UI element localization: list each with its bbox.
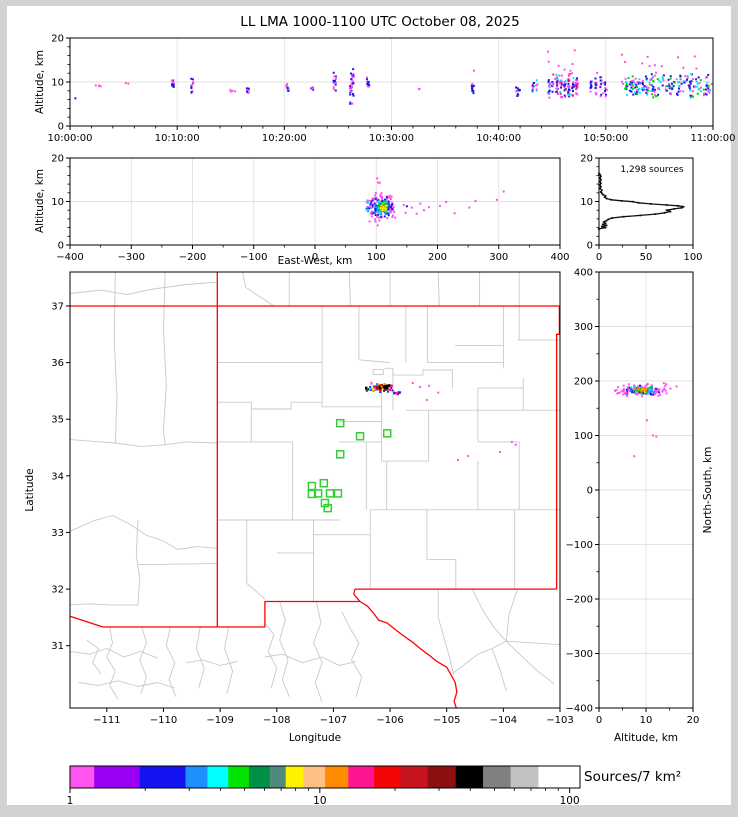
svg-text:−300: −300 — [566, 649, 593, 660]
svg-text:−105: −105 — [433, 715, 460, 726]
svg-text:31: 31 — [51, 641, 64, 652]
svg-text:0: 0 — [312, 252, 318, 263]
svg-text:400: 400 — [550, 252, 569, 263]
svg-text:50: 50 — [640, 252, 653, 263]
svg-text:−103: −103 — [546, 715, 573, 726]
svg-text:1: 1 — [67, 795, 74, 807]
svg-text:10: 10 — [51, 78, 64, 89]
y-axis-label-time-panel: Altitude, km — [34, 49, 46, 115]
svg-text:20: 20 — [51, 34, 64, 45]
svg-text:20: 20 — [580, 154, 593, 165]
svg-text:100: 100 — [683, 252, 702, 263]
svg-text:11:00:00: 11:00:00 — [691, 133, 736, 144]
svg-text:10: 10 — [313, 795, 326, 807]
svg-text:−104: −104 — [490, 715, 517, 726]
svg-text:−400: −400 — [56, 252, 83, 263]
svg-text:−400: −400 — [566, 704, 593, 715]
x-axis-label-map: Longitude — [288, 732, 342, 744]
x-axis-label-ns-panel: Altitude, km — [613, 732, 679, 744]
svg-text:−300: −300 — [118, 252, 145, 263]
svg-text:0: 0 — [596, 252, 602, 263]
figure-background — [7, 6, 731, 805]
svg-text:100: 100 — [574, 431, 593, 442]
svg-text:300: 300 — [489, 252, 508, 263]
svg-text:0: 0 — [587, 241, 593, 252]
svg-text:20: 20 — [51, 154, 64, 165]
y-axis-label-map: Latitude — [24, 468, 36, 512]
svg-text:100: 100 — [560, 795, 580, 807]
svg-text:100: 100 — [367, 252, 386, 263]
svg-text:10: 10 — [51, 197, 64, 208]
svg-text:0: 0 — [58, 122, 64, 133]
svg-text:10:20:00: 10:20:00 — [262, 133, 307, 144]
svg-text:10:10:00: 10:10:00 — [155, 133, 200, 144]
x-axis-label-ew-panel: East-West, km — [277, 255, 353, 267]
svg-text:−108: −108 — [263, 715, 290, 726]
svg-text:0: 0 — [587, 486, 593, 497]
svg-text:10:50:00: 10:50:00 — [583, 133, 628, 144]
svg-text:−100: −100 — [566, 540, 593, 551]
svg-text:33: 33 — [51, 528, 64, 539]
svg-text:37: 37 — [51, 301, 64, 312]
svg-text:−100: −100 — [240, 252, 267, 263]
source-count-note: 1,298 sources — [620, 165, 684, 175]
svg-text:0: 0 — [596, 715, 602, 726]
svg-text:34: 34 — [51, 471, 64, 482]
svg-text:200: 200 — [428, 252, 447, 263]
svg-text:−200: −200 — [566, 595, 593, 606]
svg-text:35: 35 — [51, 415, 64, 426]
svg-text:400: 400 — [574, 268, 593, 279]
svg-text:−106: −106 — [376, 715, 403, 726]
svg-text:36: 36 — [51, 358, 64, 369]
svg-text:20: 20 — [687, 715, 700, 726]
y-axis-label-ew-panel: Altitude, km — [34, 168, 46, 234]
svg-text:−111: −111 — [93, 715, 120, 726]
svg-text:10:30:00: 10:30:00 — [369, 133, 414, 144]
svg-text:300: 300 — [574, 322, 593, 333]
svg-text:−110: −110 — [150, 715, 177, 726]
svg-text:−107: −107 — [320, 715, 347, 726]
svg-text:200: 200 — [574, 377, 593, 388]
svg-text:10:00:00: 10:00:00 — [48, 133, 93, 144]
svg-text:−200: −200 — [179, 252, 206, 263]
svg-text:0: 0 — [58, 241, 64, 252]
svg-text:32: 32 — [51, 585, 64, 596]
y-axis-label-ns-panel: North-South, km — [702, 446, 714, 534]
svg-text:10:40:00: 10:40:00 — [476, 133, 521, 144]
colorbar-label: Sources/7 km² — [584, 769, 682, 785]
svg-text:10: 10 — [640, 715, 653, 726]
figure-title: LL LMA 1000-1100 UTC October 08, 2025 — [240, 14, 520, 30]
svg-text:10: 10 — [580, 197, 593, 208]
svg-text:−109: −109 — [206, 715, 233, 726]
